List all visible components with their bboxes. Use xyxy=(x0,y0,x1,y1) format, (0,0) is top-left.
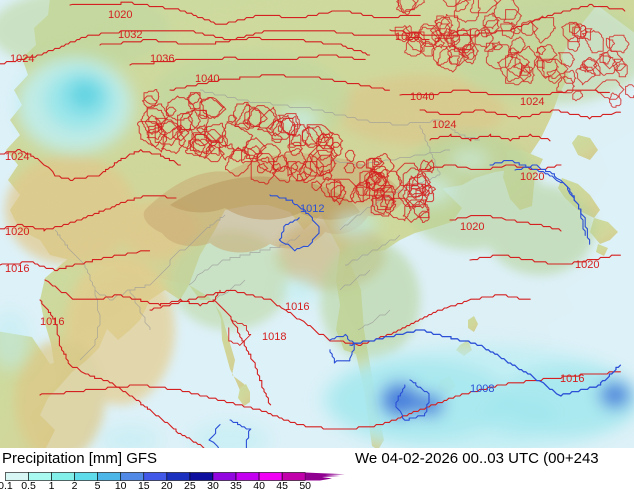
svg-text:1016: 1016 xyxy=(285,301,309,313)
svg-text:1036: 1036 xyxy=(150,53,174,65)
svg-text:1020: 1020 xyxy=(108,9,132,21)
svg-text:1032: 1032 xyxy=(118,29,142,41)
svg-text:35: 35 xyxy=(230,480,242,490)
svg-text:1024: 1024 xyxy=(520,96,544,108)
svg-text:1020: 1020 xyxy=(460,221,484,233)
svg-text:We 04-02-2026 00..03 UTC (00+2: We 04-02-2026 00..03 UTC (00+243 xyxy=(355,450,599,467)
svg-text:1016: 1016 xyxy=(560,373,584,385)
svg-text:1016: 1016 xyxy=(5,263,29,275)
svg-text:1016: 1016 xyxy=(40,316,64,328)
svg-text:1020: 1020 xyxy=(575,259,599,271)
svg-text:30: 30 xyxy=(207,480,219,490)
svg-text:Precipitation [mm] GFS: Precipitation [mm] GFS xyxy=(2,450,157,467)
svg-text:1020: 1020 xyxy=(520,171,544,183)
svg-text:1040: 1040 xyxy=(410,91,434,103)
svg-text:2: 2 xyxy=(72,480,78,490)
svg-text:20: 20 xyxy=(161,480,173,490)
svg-text:1008: 1008 xyxy=(470,383,494,395)
svg-text:1: 1 xyxy=(49,480,55,490)
svg-text:5: 5 xyxy=(95,480,101,490)
svg-text:0.5: 0.5 xyxy=(21,480,36,490)
svg-text:50: 50 xyxy=(299,480,311,490)
svg-text:1024: 1024 xyxy=(432,119,456,131)
svg-text:1024: 1024 xyxy=(10,53,34,65)
svg-text:0.1: 0.1 xyxy=(0,480,13,490)
svg-text:1040: 1040 xyxy=(195,73,219,85)
svg-text:45: 45 xyxy=(276,480,288,490)
svg-text:1012: 1012 xyxy=(300,203,324,215)
svg-text:1018: 1018 xyxy=(262,331,286,343)
svg-text:10: 10 xyxy=(115,480,127,490)
svg-text:40: 40 xyxy=(253,480,265,490)
svg-text:15: 15 xyxy=(138,480,150,490)
svg-text:1024: 1024 xyxy=(5,151,29,163)
svg-text:25: 25 xyxy=(184,480,196,490)
svg-text:1020: 1020 xyxy=(5,226,29,238)
